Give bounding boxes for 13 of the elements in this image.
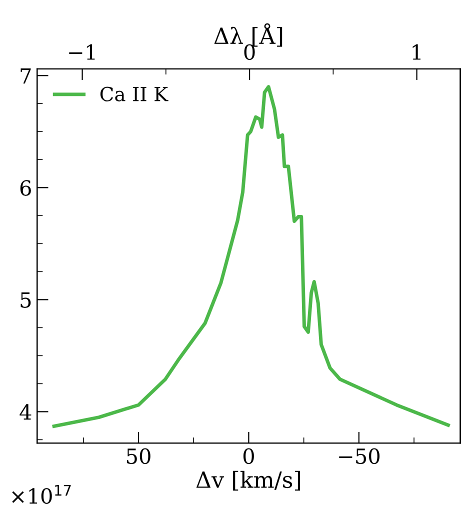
x-tick-label: 0 bbox=[243, 448, 254, 464]
y-tick-label: 4 bbox=[20, 404, 32, 420]
y-tick-label: 5 bbox=[20, 292, 31, 308]
x-tick-label: 50 bbox=[127, 448, 150, 464]
y-tick-label: 7 bbox=[20, 68, 31, 84]
line-series bbox=[52, 85, 450, 428]
y-tick-label: 6 bbox=[20, 180, 31, 196]
x-tick-label: −50 bbox=[339, 448, 380, 464]
x2-tick-label: −1 bbox=[69, 44, 95, 60]
text: ×10$^{17}$ bbox=[12, 484, 71, 504]
x-axis-title: Δv [km/s] bbox=[196, 470, 300, 491]
x2-tick-label: 1 bbox=[412, 44, 420, 60]
legend-label: Ca II K bbox=[100, 86, 168, 102]
